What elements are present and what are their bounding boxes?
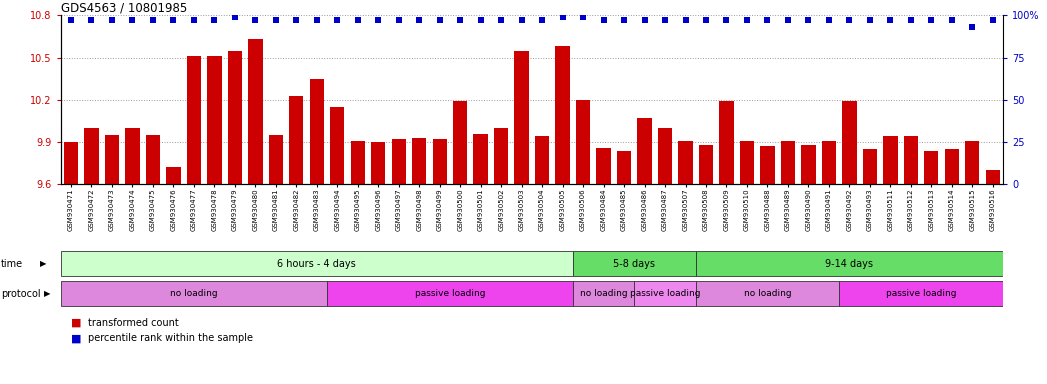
- Bar: [884, 136, 897, 184]
- Bar: [904, 136, 918, 184]
- Bar: [494, 128, 508, 184]
- Bar: [351, 141, 365, 184]
- Bar: [842, 101, 856, 184]
- Text: no loading: no loading: [743, 289, 792, 298]
- Text: ▶: ▶: [40, 259, 46, 268]
- Bar: [105, 135, 119, 184]
- Text: no loading: no loading: [170, 289, 218, 298]
- Bar: [839, 281, 1003, 306]
- Bar: [432, 139, 447, 184]
- Bar: [310, 79, 324, 184]
- Bar: [573, 251, 696, 276]
- Bar: [413, 138, 426, 184]
- Bar: [146, 135, 160, 184]
- Bar: [698, 145, 713, 184]
- Text: ■: ■: [71, 318, 82, 328]
- Bar: [944, 149, 959, 184]
- Bar: [126, 128, 139, 184]
- Bar: [289, 96, 304, 184]
- Bar: [186, 56, 201, 184]
- Text: percentile rank within the sample: percentile rank within the sample: [88, 333, 253, 343]
- Bar: [696, 251, 1003, 276]
- Bar: [863, 149, 877, 184]
- Text: GDS4563 / 10801985: GDS4563 / 10801985: [61, 1, 187, 14]
- Bar: [227, 51, 242, 184]
- Text: passive loading: passive loading: [415, 289, 485, 298]
- Bar: [61, 251, 573, 276]
- Bar: [327, 281, 573, 306]
- Bar: [207, 56, 222, 184]
- Bar: [597, 148, 610, 184]
- Bar: [801, 145, 816, 184]
- Text: time: time: [1, 258, 23, 269]
- Bar: [760, 146, 775, 184]
- Bar: [925, 151, 938, 184]
- Bar: [719, 101, 734, 184]
- Text: 6 hours - 4 days: 6 hours - 4 days: [277, 258, 356, 269]
- Bar: [64, 142, 79, 184]
- Bar: [740, 141, 754, 184]
- Bar: [269, 135, 283, 184]
- Bar: [392, 139, 406, 184]
- Bar: [514, 51, 529, 184]
- Bar: [634, 281, 696, 306]
- Text: ■: ■: [71, 333, 82, 343]
- Bar: [535, 136, 550, 184]
- Bar: [166, 167, 180, 184]
- Text: protocol: protocol: [1, 288, 41, 299]
- Text: passive loading: passive loading: [886, 289, 956, 298]
- Bar: [822, 141, 837, 184]
- Bar: [678, 141, 693, 184]
- Bar: [248, 39, 263, 184]
- Bar: [573, 281, 634, 306]
- Bar: [371, 142, 385, 184]
- Text: no loading: no loading: [580, 289, 627, 298]
- Bar: [781, 141, 795, 184]
- Bar: [638, 118, 651, 184]
- Bar: [658, 128, 672, 184]
- Bar: [555, 46, 570, 184]
- Bar: [617, 151, 631, 184]
- Text: ▶: ▶: [44, 289, 50, 298]
- Bar: [576, 100, 591, 184]
- Bar: [61, 281, 327, 306]
- Text: 5-8 days: 5-8 days: [614, 258, 655, 269]
- Text: 9-14 days: 9-14 days: [825, 258, 873, 269]
- Bar: [473, 134, 488, 184]
- Bar: [330, 107, 344, 184]
- Bar: [985, 170, 1000, 184]
- Text: transformed count: transformed count: [88, 318, 179, 328]
- Bar: [696, 281, 839, 306]
- Bar: [453, 101, 467, 184]
- Text: passive loading: passive loading: [630, 289, 700, 298]
- Bar: [965, 141, 979, 184]
- Bar: [84, 128, 98, 184]
